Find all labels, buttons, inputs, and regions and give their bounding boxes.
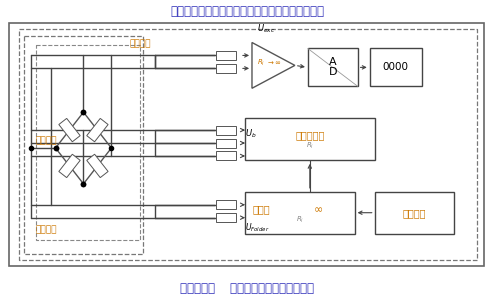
Text: 0000: 0000 <box>383 62 409 72</box>
Text: $R_i$: $R_i$ <box>306 141 314 151</box>
Bar <box>245 118 375 160</box>
Polygon shape <box>59 118 80 142</box>
Polygon shape <box>59 154 80 178</box>
Bar <box>375 192 455 234</box>
Bar <box>9 23 484 266</box>
Text: 参考电压: 参考电压 <box>403 208 426 218</box>
Text: 供电电压: 供电电压 <box>35 137 57 146</box>
Bar <box>216 138 236 147</box>
Polygon shape <box>87 154 108 178</box>
Bar <box>24 36 143 254</box>
Text: $\rightarrow \infty$: $\rightarrow \infty$ <box>266 59 282 65</box>
Text: $R_i$: $R_i$ <box>257 57 265 68</box>
Bar <box>216 200 236 209</box>
Bar <box>216 152 236 161</box>
Bar <box>35 45 141 239</box>
Bar <box>308 48 358 86</box>
Text: A: A <box>329 57 337 67</box>
Text: 反馈导线: 反馈导线 <box>35 225 57 234</box>
Text: $U_{Folder}$: $U_{Folder}$ <box>245 222 270 234</box>
Bar <box>216 213 236 222</box>
Bar <box>216 51 236 60</box>
Text: 图９－１１    六线制传感器和测量放大器: 图９－１１ 六线制传感器和测量放大器 <box>180 282 314 295</box>
Text: $U_b$: $U_b$ <box>245 128 256 140</box>
Text: $U_{exc}$: $U_{exc}$ <box>257 22 275 35</box>
Polygon shape <box>87 118 108 142</box>
Text: 电压发生器: 电压发生器 <box>295 130 324 140</box>
Text: 六线制电路图保证最高的精度，原理见图９－１１: 六线制电路图保证最高的精度，原理见图９－１１ <box>170 5 324 18</box>
Text: D: D <box>328 67 337 77</box>
Bar <box>216 126 236 135</box>
Bar <box>216 64 236 73</box>
Text: 比较器: 比较器 <box>253 204 271 214</box>
Bar <box>245 192 354 234</box>
Text: $R_i$: $R_i$ <box>296 215 304 225</box>
Bar <box>370 48 422 86</box>
Bar <box>19 29 477 260</box>
Text: 测量导线: 测量导线 <box>130 39 151 48</box>
Text: $\infty$: $\infty$ <box>313 204 323 214</box>
Polygon shape <box>252 42 295 88</box>
